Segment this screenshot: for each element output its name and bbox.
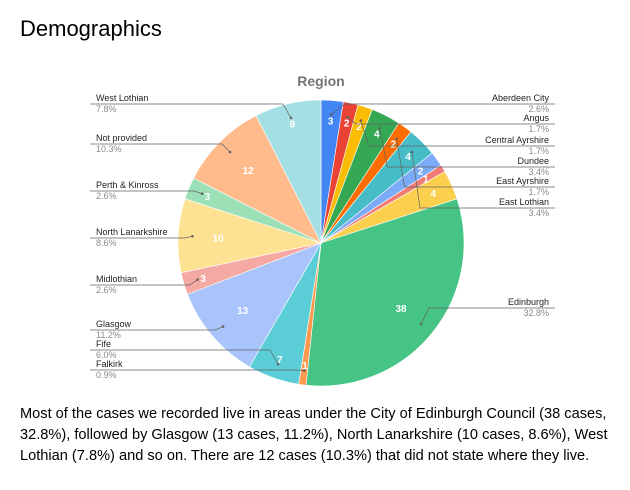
percent-dundee: 3.4% [528, 167, 549, 177]
percent-east-lothian: 3.4% [528, 208, 549, 218]
page-title: Demographics [20, 16, 162, 41]
percent-west-lothian: 7.8% [96, 104, 117, 114]
leader-falkirk [90, 369, 305, 371]
slice-glasgow [187, 242, 322, 368]
leader-dot-glasgow [221, 325, 225, 328]
chart-title: Region [297, 73, 344, 89]
slice-value-unlabeled-7: 1 [423, 175, 429, 186]
leader-dot-perth-and-kinross [200, 192, 204, 195]
leader-edinburgh [420, 307, 555, 325]
slice-value-glasgow: 13 [237, 306, 249, 317]
slice-value-east-ayrshire: 2 [391, 140, 397, 151]
label-falkirk: Falkirk [96, 359, 123, 369]
percent-falkirk: 0.9% [96, 370, 117, 380]
percent-north-lanarkshire: 8.6% [96, 238, 117, 248]
leader-aberdeen-city [330, 103, 555, 115]
leader-east-ayrshire [396, 138, 555, 188]
summary-text: Most of the cases we recorded live in ar… [20, 406, 608, 464]
percent-perth-and-kinross: 2.6% [96, 191, 117, 201]
slice-value-central-ayrshire: 2 [356, 122, 362, 133]
pie-slices [177, 99, 465, 387]
label-fife: Fife [96, 339, 111, 349]
label-central-ayrshire: Central Ayrshire [485, 135, 549, 145]
label-not-provided: Not provided [96, 133, 147, 143]
leader-dot-falkirk [302, 369, 306, 372]
slice-value-not-provided: 12 [243, 166, 255, 177]
leader-dot-not-provided [228, 150, 232, 154]
label-angus: Angus [523, 113, 549, 123]
slice-value-edinburgh: 38 [395, 304, 407, 315]
percent-glasgow: 11.2% [96, 330, 121, 340]
label-dundee: Dundee [517, 156, 549, 166]
leader-dot-north-lanarkshire [191, 235, 194, 238]
leader-dot-edinburgh [419, 322, 423, 326]
slice-value-dundee: 4 [374, 129, 380, 140]
slice-value-unlabeled-6: 2 [418, 167, 424, 178]
slice-value-angus: 2 [344, 119, 350, 130]
percent-angus: 1.7% [528, 124, 549, 134]
leader-not-provided [90, 143, 231, 153]
leader-fife [90, 349, 279, 365]
leader-perth-and-kinross [90, 190, 203, 195]
slice-value-unlabeled-8: 4 [431, 189, 437, 200]
label-midlothian: Midlothian [96, 274, 137, 284]
leader-dot-midlothian [196, 278, 199, 281]
slice-value-falkirk: 1 [302, 361, 308, 372]
percent-midlothian: 2.6% [96, 285, 117, 295]
slice-value-north-lanarkshire: 10 [213, 234, 225, 245]
leader-angus [347, 116, 555, 125]
leader-dundee [379, 128, 555, 168]
slice-west-lothian [255, 99, 322, 244]
leader-midlothian [90, 279, 198, 286]
slice-value-aberdeen-city: 3 [328, 116, 334, 127]
label-west-lothian: West Lothian [96, 93, 148, 103]
leader-glasgow [90, 326, 224, 331]
leader-dot-east-ayrshire [395, 137, 398, 141]
leader-dot-west-lothian [289, 116, 293, 120]
label-edinburgh: Edinburgh [508, 297, 549, 307]
label-aberdeen-city: Aberdeen City [492, 93, 550, 103]
percent-not-provided: 10.3% [96, 144, 122, 154]
percent-east-ayrshire: 1.7% [528, 187, 549, 197]
label-glasgow: Glasgow [96, 319, 132, 329]
label-east-lothian: East Lothian [499, 197, 549, 207]
label-north-lanarkshire: North Lanarkshire [96, 227, 168, 237]
label-east-ayrshire: East Ayrshire [496, 176, 549, 186]
slice-edinburgh [305, 198, 465, 387]
leader-east-lothian [411, 151, 555, 209]
slice-value-east-lothian: 4 [405, 152, 411, 163]
slice-value-midlothian: 3 [200, 274, 206, 285]
leader-dot-fife [276, 363, 280, 366]
leader-dot-angus [346, 115, 350, 119]
percent-central-ayrshire: 1.7% [528, 146, 549, 156]
leader-lines [90, 103, 555, 372]
slice-value-west-lothian: 9 [290, 119, 296, 130]
leader-dot-central-ayrshire [359, 119, 363, 122]
slice-value-fife: 7 [277, 355, 283, 366]
leader-north-lanarkshire [90, 235, 193, 239]
percent-edinburgh: 32.8% [523, 308, 549, 318]
percent-fife: 6.0% [96, 350, 117, 360]
leader-dot-aberdeen-city [329, 113, 333, 116]
leader-dot-east-lothian [410, 150, 414, 154]
slice-value-perth-and-kinross: 3 [205, 192, 211, 203]
leader-west-lothian [90, 103, 292, 119]
percent-aberdeen-city: 2.6% [528, 104, 549, 114]
leader-central-ayrshire [360, 120, 555, 147]
leader-dot-dundee [378, 127, 381, 130]
label-perth-and-kinross: Perth & Kinross [96, 180, 159, 190]
